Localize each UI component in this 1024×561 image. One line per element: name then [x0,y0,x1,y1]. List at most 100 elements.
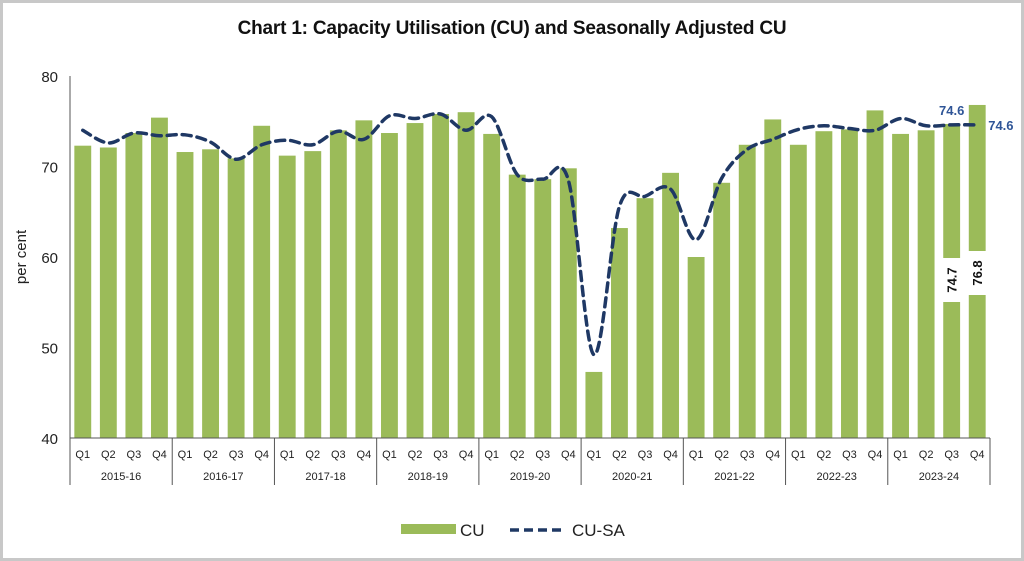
cu-bar [329,130,347,439]
cu-data-label-box [942,258,962,302]
x-tick-label-quarter: Q2 [101,449,116,461]
cu-bar [304,151,322,439]
x-tick-label-quarter: Q3 [229,449,244,461]
x-tick-label-quarter: Q1 [280,449,295,461]
cu-bar [841,129,858,438]
x-tick-label-quarter: Q2 [510,449,525,461]
x-tick-label-year: 2018-19 [408,471,448,483]
x-tick-label-year: 2021-22 [714,471,754,483]
y-axis-label: per cent [13,229,30,284]
cu-bar [202,149,219,438]
cu-data-label-box [967,251,987,295]
cu-bar [636,198,654,438]
cu-bar [892,133,909,439]
x-tick-label-quarter: Q3 [842,449,857,461]
cu-data-label: 76.8 [970,260,985,285]
cu-bar [687,257,705,438]
cu-bar [789,144,807,438]
cu-bar [125,133,143,438]
x-tick-label-quarter: Q2 [612,449,627,461]
x-tick-label-quarter: Q2 [714,449,729,461]
x-tick-label-quarter: Q3 [433,449,448,461]
cu-bar [381,133,398,438]
x-tick-label-quarter: Q4 [663,449,678,461]
cu-bar [508,174,526,438]
cu-bar [611,228,628,438]
cu-bar [866,110,884,438]
cu-bar [74,145,92,438]
x-tick-label-quarter: Q1 [382,449,397,461]
x-tick-label-quarter: Q3 [638,449,653,461]
x-tick-label-quarter: Q4 [254,449,269,461]
x-tick-label-quarter: Q4 [970,449,985,461]
x-tick-label-quarter: Q2 [919,449,934,461]
x-tick-label-year: 2023-24 [919,471,959,483]
axes: 40 50 60 70 80 Q1 Q2 Q3 Q4 Q1 Q2 Q3 Q4 Q1 Q2 Q3 Q4 Q1 Q2 Q3… [41,69,991,485]
cu-bar [432,114,449,438]
cu-sa-data-label: 74.6 [988,118,1013,133]
x-tick-label-quarter: Q1 [178,449,193,461]
cu-bar [151,117,168,438]
x-tick-label-quarter: Q3 [740,449,755,461]
x-tick-label-quarter: Q3 [331,449,346,461]
cu-sa-line [81,111,979,357]
cu-bar [534,179,552,439]
cu-bar [917,130,935,439]
x-tick-label-quarter: Q2 [817,449,832,461]
x-tick-label-quarter: Q2 [203,449,218,461]
y-tick-label: 40 [41,431,58,448]
legend-cu-swatch [401,524,456,534]
cu-bar [662,172,679,438]
cu-bars [74,104,986,439]
cu-sa-line-path [81,111,979,357]
x-tick-label-quarter: Q2 [408,449,423,461]
x-tick-label-quarter: Q1 [893,449,908,461]
x-tick-label-year: 2017-18 [305,471,345,483]
y-tick-label: 50 [41,341,58,358]
cu-sa-data-label: 74.6 [939,103,964,118]
legend: CU CU-SA [401,521,626,540]
x-tick-label-quarter: Q3 [535,449,550,461]
x-tick-label-quarter: Q4 [765,449,780,461]
data-labels: 74.7 76.8 74.6 74.6 [939,103,1014,302]
x-tick-label-quarter: Q1 [791,449,806,461]
x-tick-label-quarter: Q3 [127,449,142,461]
legend-cu-label: CU [460,521,485,540]
cu-bar [483,133,501,439]
cu-bar [738,144,756,438]
x-tick-label-quarter: Q1 [484,449,499,461]
y-tick-label: 80 [41,69,58,86]
cu-data-label: 74.7 [945,267,960,292]
x-tick-label-year: 2020-21 [612,471,652,483]
cu-bar [815,131,833,438]
cu-bar [713,182,731,438]
x-tick-label-year: 2019-20 [510,471,550,483]
x-tick-label-quarter: Q4 [152,449,167,461]
cu-bar [457,112,475,438]
x-tick-label-quarter: Q4 [459,449,474,461]
x-tick-label-year: 2015-16 [101,471,141,483]
x-tick-label-quarter: Q4 [561,449,576,461]
y-tick-label: 70 [41,160,58,177]
x-tick-label-quarter: Q2 [305,449,320,461]
x-tick-label-year: 2016-17 [203,471,243,483]
legend-cu-sa-label: CU-SA [572,521,626,540]
cu-bar [227,158,245,439]
x-tick-label-quarter: Q1 [587,449,602,461]
y-tick-label: 60 [41,250,58,267]
x-tick-label-quarter: Q1 [75,449,90,461]
cu-bar [355,120,373,438]
cu-bar [764,119,782,438]
cu-bar [559,168,577,438]
cu-bar [99,147,117,438]
x-tick-label-quarter: Q4 [357,449,372,461]
cu-bar [253,125,271,439]
cu-bar [176,152,194,438]
x-tick-label-quarter: Q4 [868,449,883,461]
x-tick-label-quarter: Q1 [689,449,704,461]
chart-title: Chart 1: Capacity Utilisation (CU) and S… [237,18,787,39]
cu-bar [406,123,424,438]
x-tick-label-quarter: Q3 [944,449,959,461]
cu-bar [585,371,603,438]
